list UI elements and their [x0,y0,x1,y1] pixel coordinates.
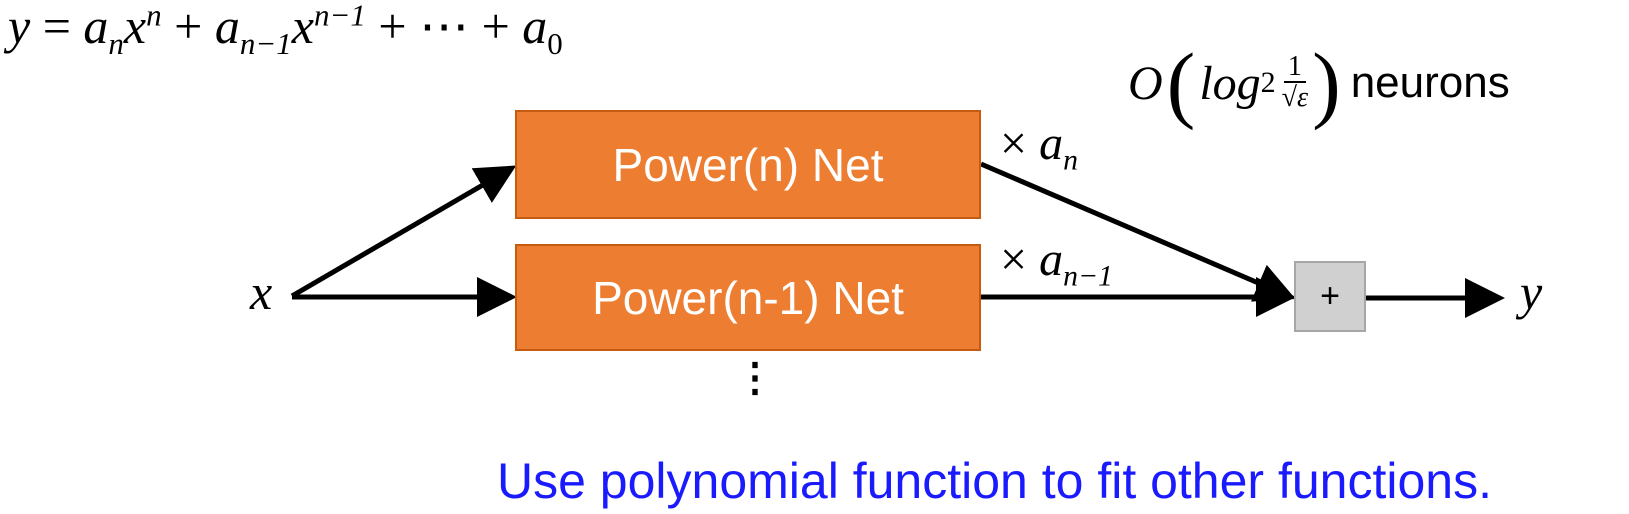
power-n-net-label: Power(n) Net [612,138,884,191]
input-x-label: x [250,264,273,320]
neurons-label: neurons [1350,58,1510,107]
formula-x: x [123,0,147,54]
output-y-label: y [1520,264,1543,320]
polynomial-formula: y = anxn + an−1xn−1 + ⋯ + a0 [8,0,563,62]
formula-dots: ⋯ [419,0,470,54]
formula-sup-n: n [146,0,162,33]
fraction-denominator: √ε [1281,82,1309,114]
formula-plus3: + [481,0,510,54]
formula-sub-nm1: n−1 [239,26,292,61]
formula-a0: a [522,0,548,54]
power-n-net-box: Power(n) Net [515,110,981,219]
coef-sub-n: n [1063,143,1078,177]
formula-y: y [8,0,31,54]
coefficient-an: × an [1000,116,1078,178]
coef-sub-nm1: n−1 [1063,259,1113,293]
power-n1-net-label: Power(n-1) Net [592,271,904,324]
coef-a2: a [1039,233,1064,286]
times-sign2: × [1000,233,1028,286]
fraction: 1 √ε [1282,52,1308,114]
formula-sub-0: 0 [547,26,563,61]
big-o: O [1128,56,1163,110]
caption: Use polynomial function to fit other fun… [497,453,1492,509]
complexity-annotation: O ( log 2 1 √ε ) neurons [1128,28,1510,138]
formula-x2: x [291,0,314,54]
formula-sup-nm1: n−1 [313,0,366,33]
close-paren: ) [1312,35,1341,131]
plus-symbol: + [1320,277,1340,315]
formula-plus: + [174,0,203,54]
formula-a2: a [214,0,240,54]
log-text: log [1199,56,1261,110]
coefficient-an1: × an−1 [1000,232,1113,294]
formula-a: a [83,0,109,54]
open-paren: ( [1166,35,1196,131]
times-sign: × [1000,117,1028,170]
log-base: 2 [1260,66,1276,99]
arrow-power-n-to-sum [980,161,1296,302]
formula-sub-n: n [108,26,124,61]
vertical-ellipsis: ⋮ [735,356,775,400]
power-n1-net-box: Power(n-1) Net [515,244,981,351]
formula-plus2: + [378,0,407,54]
coef-a: a [1039,117,1064,170]
formula-equals: = [42,0,71,54]
sum-node: + [1294,261,1366,332]
arrow-x-to-power-n [290,165,517,299]
fraction-numerator: 1 [1283,52,1306,84]
